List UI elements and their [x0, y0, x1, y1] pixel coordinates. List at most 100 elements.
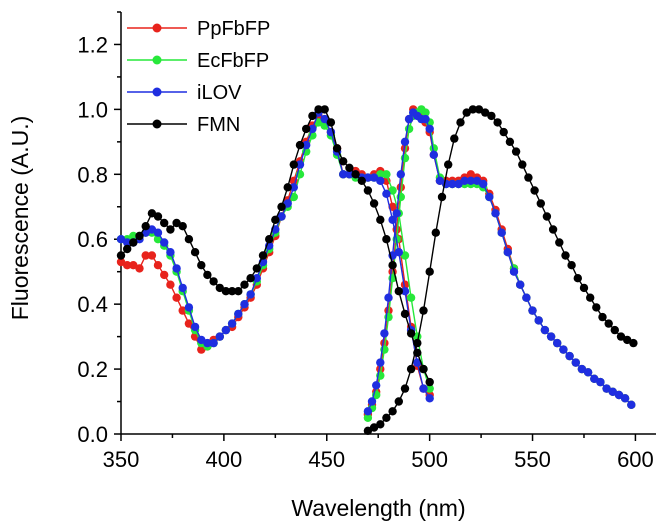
data-point — [141, 251, 150, 260]
data-point — [528, 306, 537, 315]
data-point — [283, 183, 292, 192]
data-point — [629, 338, 638, 348]
data-point — [197, 261, 206, 270]
data-point — [351, 170, 360, 179]
data-point — [466, 176, 475, 185]
data-point — [394, 248, 403, 257]
data-point — [602, 384, 611, 393]
data-point — [400, 287, 410, 296]
data-point — [419, 306, 428, 315]
data-point — [271, 215, 280, 224]
data-point — [627, 400, 636, 409]
data-point — [388, 407, 397, 416]
data-point — [444, 160, 453, 169]
data-point — [160, 218, 169, 228]
data-point — [406, 293, 416, 302]
data-point — [339, 157, 348, 166]
data-point — [135, 231, 144, 241]
data-point — [123, 238, 132, 247]
y-tick-label: 1.0 — [77, 97, 108, 122]
data-point — [522, 293, 531, 302]
data-point — [429, 144, 438, 153]
data-point — [209, 277, 218, 286]
data-point — [372, 381, 381, 390]
data-point — [437, 192, 447, 202]
data-point — [561, 251, 570, 260]
data-point — [178, 222, 187, 231]
data-point — [184, 319, 194, 328]
legend-swatch-marker — [152, 23, 162, 33]
data-point — [277, 202, 286, 211]
data-point — [396, 183, 405, 192]
data-point — [116, 257, 126, 267]
data-point — [246, 290, 255, 299]
data-point — [448, 179, 457, 189]
data-point — [485, 192, 494, 202]
data-point — [357, 176, 366, 185]
data-point — [332, 144, 342, 153]
data-point — [586, 293, 595, 302]
data-point — [579, 283, 589, 293]
data-point — [540, 325, 550, 335]
data-point — [400, 251, 410, 260]
legend-label: PpFbFP — [197, 18, 270, 40]
data-point — [421, 108, 430, 117]
data-point — [277, 212, 286, 221]
data-point — [376, 420, 385, 429]
legend-swatch-marker — [152, 119, 162, 129]
data-point — [252, 274, 261, 283]
data-point — [610, 325, 619, 335]
y-tick-label: 0.6 — [77, 227, 108, 252]
data-point — [289, 183, 298, 192]
data-point — [400, 137, 410, 146]
data-point — [493, 118, 502, 127]
series-ppfbfp — [116, 105, 636, 419]
data-point — [623, 335, 632, 345]
data-point — [376, 176, 385, 185]
legend-item-ppfbfp: PpFbFP — [127, 18, 270, 40]
data-point — [123, 244, 132, 254]
x-tick-label: 500 — [411, 447, 448, 472]
data-point — [505, 137, 515, 146]
data-point — [203, 338, 212, 348]
data-point — [425, 384, 434, 393]
data-point — [425, 124, 434, 134]
legend-label: EcFbFP — [197, 50, 269, 72]
data-point — [345, 163, 354, 172]
y-tick-label: 0.4 — [77, 292, 108, 317]
x-tick-label: 600 — [617, 447, 654, 472]
data-point — [227, 287, 237, 296]
data-point — [376, 170, 385, 179]
data-point — [172, 264, 181, 273]
data-point — [382, 413, 391, 422]
legend-label: FMN — [197, 114, 240, 136]
data-point — [153, 212, 163, 221]
data-point — [503, 248, 512, 257]
data-point — [509, 267, 519, 276]
data-point — [221, 325, 231, 335]
series-fmn — [116, 105, 638, 435]
series-ecfbfp — [116, 105, 636, 422]
data-point — [123, 261, 132, 270]
data-point — [462, 108, 471, 117]
data-point — [468, 105, 478, 114]
data-point — [141, 222, 150, 231]
x-tick-label: 350 — [103, 447, 140, 472]
data-point — [215, 332, 224, 341]
data-point — [380, 329, 389, 338]
data-point — [583, 368, 593, 377]
data-point — [234, 309, 243, 319]
data-point — [592, 303, 601, 312]
data-point — [363, 407, 373, 416]
data-point — [376, 358, 385, 367]
data-point — [479, 179, 488, 189]
axes: 350 400 450 500 550 600 0.0 0.2 0.4 0.6 0.8 1.0 1.2 — [77, 11, 656, 472]
data-point — [573, 274, 582, 283]
data-point — [166, 248, 175, 257]
data-point — [472, 176, 482, 185]
data-point — [511, 147, 521, 156]
data-point — [369, 173, 379, 182]
data-point — [419, 364, 428, 374]
data-point — [435, 176, 445, 185]
data-point — [384, 293, 393, 302]
